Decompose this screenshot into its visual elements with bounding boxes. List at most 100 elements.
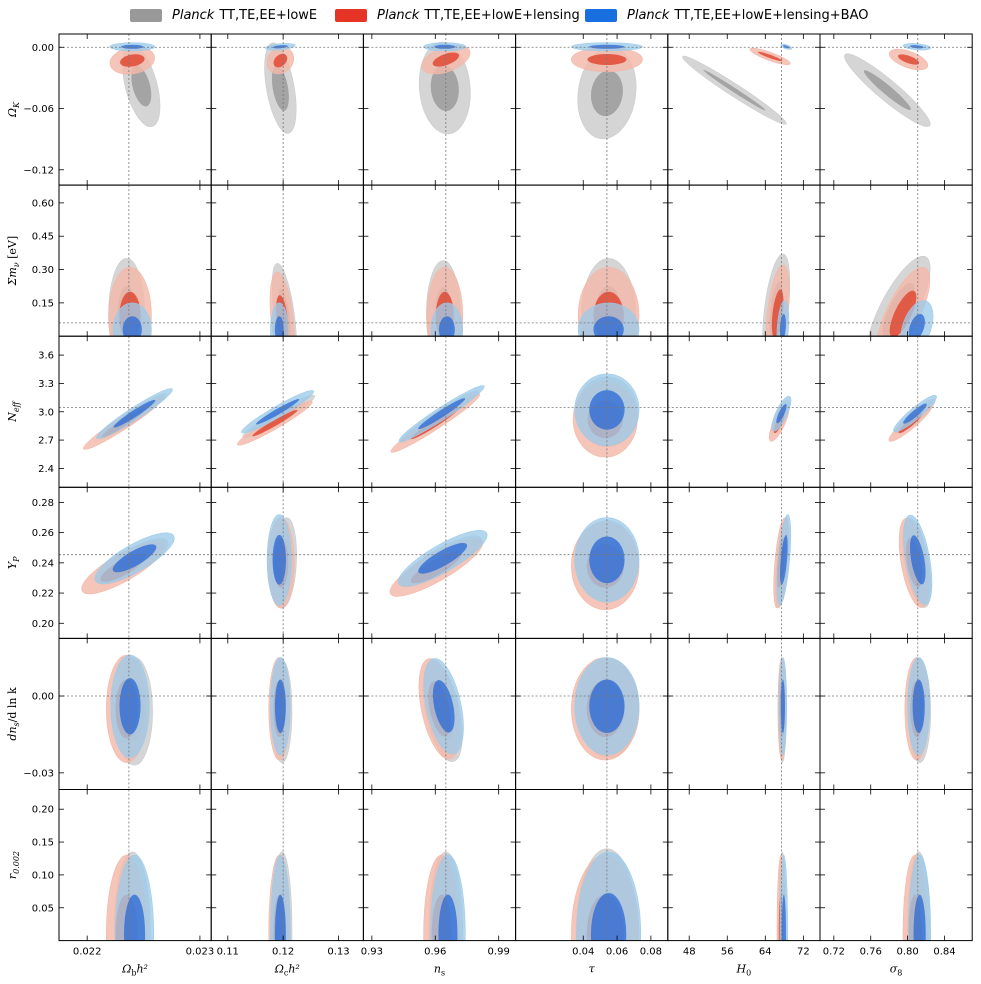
contour-blue-68 [438,316,455,337]
contour-blue-68 [274,316,284,337]
panel-frame [667,789,821,942]
contour-blue-68 [418,542,468,574]
panel-nrun-H0 [667,638,820,790]
contour-blue-68 [903,403,927,424]
panel-yhe-ns [363,487,516,639]
panel-r002-tau [571,789,642,941]
legend-item-lowE: Planck TT,TE,EE+lowE [130,8,317,23]
x-tick-label: 0.96 [424,947,446,958]
y-tick-label: 0.00 [32,43,54,54]
panel-nrun-omegabh2 [59,638,212,790]
contour-blue-68 [113,399,156,428]
x-tick-label: 0.93 [361,947,383,958]
legend-item-lensing: Planck TT,TE,EE+lowE+lensing [335,8,580,23]
y-tick-label: −0.03 [23,768,54,779]
y-axis-label: Neff [6,400,21,422]
x-tick-label: 0.11 [217,947,239,958]
panel-mnu-ns [363,185,516,337]
contour-gray-68 [703,69,766,111]
contour-gray-68 [271,65,289,111]
panel-frame [667,33,821,186]
contour-blue-68 [589,679,625,734]
contour-red-68 [897,54,920,65]
x-tick-label: 48 [683,947,696,958]
contour-blue-68 [121,44,144,49]
panel-mnu-sigma8 [820,185,973,337]
x-tick-label: 56 [721,947,734,958]
panel-nrun-ns [363,638,516,790]
panel-nrun-tau [515,638,668,790]
contour-red-68 [757,51,783,62]
panel-mnu-omegabh2 [59,185,212,337]
contour-blue-68 [122,316,142,337]
contour-blue-68 [438,894,458,941]
x-tick-label: 64 [759,947,772,958]
panel-frame [819,335,973,488]
y-axis-label: YP [6,556,21,569]
x-axis-label: H0 [736,963,752,978]
y-tick-label: 3.0 [38,407,54,418]
x-tick-label: 0.72 [823,947,845,958]
panel-yhe-tau [515,487,668,639]
panel-omegak-sigma8 [820,34,973,186]
contour-blue-68 [434,44,456,49]
x-tick-label: 0.04 [572,947,594,958]
contour-red-68 [120,54,145,67]
contour-blue-68 [418,398,466,430]
contour-gray-68 [863,70,911,111]
y-tick-label: 0.45 [32,232,54,243]
y-tick-label: 0.28 [32,498,54,509]
panel-mnu-H0 [667,185,820,337]
x-tick-label: 0.13 [327,947,349,958]
panel-r002-omegach2 [268,789,293,941]
legend-text: TT,TE,EE+lowE+lensing [424,8,580,23]
panel-frame [667,486,821,639]
panel-frame [667,184,821,337]
contour-blue-68 [780,534,788,585]
x-tick-label: 72 [797,947,810,958]
contour-blue-68 [593,316,624,337]
legend-italic: Planck [172,8,215,23]
x-tick-label: 0.80 [896,947,918,958]
y-tick-label: −0.12 [23,165,54,176]
panel-mnu-tau [515,185,668,337]
y-tick-label: 0.22 [32,589,54,600]
x-axis-label: σ8 [890,963,903,978]
y-tick-label: 3.6 [38,351,54,362]
y-tick-label: 0.24 [32,558,54,569]
contour-blue-68 [913,894,926,941]
y-tick-label: 0.15 [32,298,54,309]
panel-frame [819,789,973,942]
panel-neff-omegach2 [211,336,364,488]
contour-blue-68 [255,399,300,425]
contour-blue-68 [119,678,141,735]
panel-r002-omegabh2 [106,789,154,941]
contour-blue-68 [272,534,286,585]
x-axis-label: ns [434,963,445,978]
panel-neff-sigma8 [820,336,973,488]
contour-gray-68 [430,65,459,112]
x-tick-label: 0.08 [640,947,662,958]
panel-yhe-sigma8 [820,487,973,639]
panel-nrun-sigma8 [820,638,973,790]
panel-nrun-omegach2 [211,638,364,790]
contour-red-68 [252,409,298,437]
panel-yhe-H0 [667,487,820,639]
y-tick-label: 2.4 [38,464,54,475]
panel-frame [667,335,821,488]
y-axis-label: Σmν [eV] [6,236,21,287]
y-tick-label: 0.05 [32,903,54,914]
panel-omegak-omegach2 [211,34,364,186]
x-axis-label: τ [589,963,596,976]
x-axis-label: Ωbh² [121,963,148,978]
x-tick-label: 0.12 [272,947,294,958]
panel-neff-H0 [667,336,820,488]
legend: Planck TT,TE,EE+lowE Planck TT,TE,EE+low… [0,0,981,34]
panel-frame [667,637,821,791]
y-tick-label: 0.00 [32,692,54,703]
panel-yhe-omegach2 [211,487,364,639]
y-tick-label: 3.3 [38,379,54,390]
x-tick-label: 0.023 [186,947,215,958]
legend-text: TT,TE,EE+lowE [219,8,318,23]
